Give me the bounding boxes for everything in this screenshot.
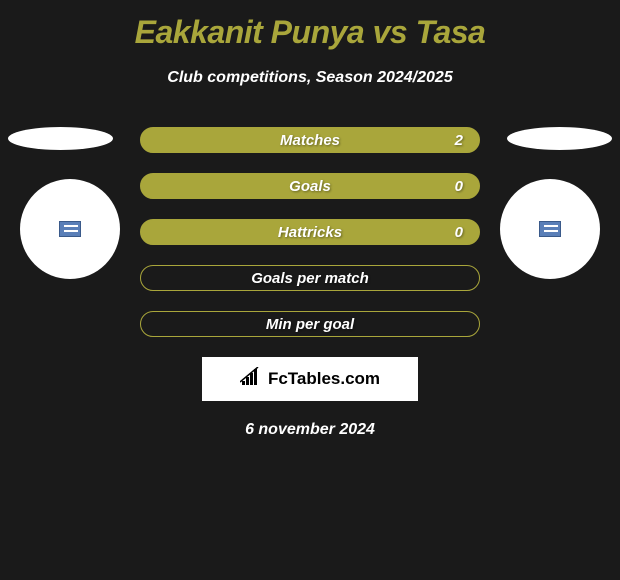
stat-bar-matches: Matches 2 — [140, 127, 480, 153]
chart-icon — [240, 367, 264, 392]
stat-label: Goals — [289, 178, 331, 195]
stat-bar-hattricks: Hattricks 0 — [140, 219, 480, 245]
page-title: Eakkanit Punya vs Tasa — [0, 0, 620, 51]
placeholder-icon — [59, 221, 81, 237]
subtitle: Club competitions, Season 2024/2025 — [0, 69, 620, 87]
team-badge-left — [20, 179, 120, 279]
stat-bar-goals: Goals 0 — [140, 173, 480, 199]
stat-value: 2 — [455, 132, 463, 149]
team-badge-right — [500, 179, 600, 279]
stat-bar-goals-per-match: Goals per match — [140, 265, 480, 291]
stat-label: Goals per match — [251, 270, 369, 287]
stat-label: Hattricks — [278, 224, 342, 241]
stat-label: Min per goal — [266, 316, 354, 333]
decoration-ellipse-right — [507, 127, 612, 150]
date-text: 6 november 2024 — [0, 421, 620, 439]
logo-text: FcTables.com — [240, 367, 380, 392]
stat-bars-container: Matches 2 Goals 0 Hattricks 0 Goals per … — [140, 127, 480, 337]
stat-bar-min-per-goal: Min per goal — [140, 311, 480, 337]
placeholder-icon — [539, 221, 561, 237]
stat-value: 0 — [455, 178, 463, 195]
content-area: Matches 2 Goals 0 Hattricks 0 Goals per … — [0, 127, 620, 439]
logo-box[interactable]: FcTables.com — [202, 357, 418, 401]
stat-value: 0 — [455, 224, 463, 241]
decoration-ellipse-left — [8, 127, 113, 150]
stat-label: Matches — [280, 132, 340, 149]
logo-label: FcTables.com — [268, 369, 380, 389]
